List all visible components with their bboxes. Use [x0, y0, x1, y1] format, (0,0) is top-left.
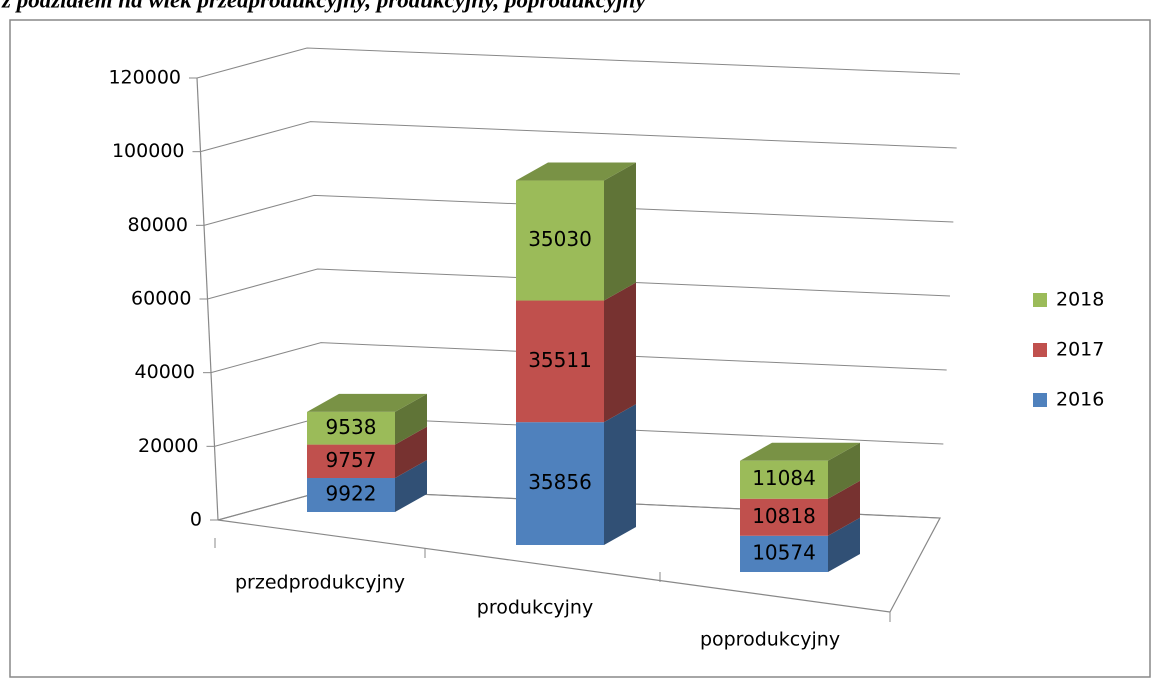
bar-segment [307, 426, 427, 479]
grid-line [200, 121, 957, 153]
data-label: 35030 [528, 227, 592, 251]
bar-side [604, 404, 636, 545]
legend-swatch [1033, 343, 1047, 357]
data-label: 10574 [752, 540, 816, 564]
grid-line [196, 47, 961, 79]
bar-front [740, 535, 828, 572]
bar-side [395, 426, 427, 479]
y-tick-label: 40000 [135, 361, 195, 383]
y-tick-label: 60000 [131, 288, 191, 310]
bar-segment [516, 404, 636, 545]
bar-segment [516, 162, 636, 301]
bar-front [307, 478, 395, 512]
grid-line [203, 194, 954, 226]
x-tick-label: produkcyjny [477, 597, 593, 619]
data-label: 9538 [326, 415, 377, 439]
bar-side [395, 460, 427, 512]
bar-segment [307, 393, 427, 445]
bar-segment [740, 442, 860, 499]
x-tick-label: poprodukcyjny [700, 629, 840, 651]
legend-label: 2016 [1056, 389, 1104, 411]
y-tick-label: 20000 [138, 435, 198, 457]
legend-label: 2017 [1056, 339, 1104, 361]
bar-front [516, 422, 604, 545]
y-tick-label: 80000 [128, 214, 188, 236]
data-label: 11084 [752, 466, 816, 490]
y-tick-label: 100000 [112, 140, 185, 162]
chart-title: z podziałem na wiek przedprodukcyjny, pr… [1, 0, 646, 12]
data-label: 10818 [752, 504, 816, 528]
legend-label: 2018 [1056, 289, 1104, 311]
bar-segment [740, 517, 860, 572]
bar-front [307, 411, 395, 445]
bar-front [740, 460, 828, 499]
bar-front [516, 300, 604, 423]
bar-top [740, 442, 860, 461]
data-label: 9757 [326, 448, 377, 472]
y-tick-label: 0 [190, 509, 202, 531]
legend-swatch [1033, 393, 1047, 407]
bar-front [516, 180, 604, 301]
grid-line [210, 342, 947, 374]
data-label: 35511 [528, 348, 592, 372]
data-label: 35856 [528, 470, 592, 494]
grid-line [207, 268, 951, 300]
bar-segment [740, 480, 860, 536]
y-tick-label: 120000 [108, 67, 181, 89]
bar-side [604, 282, 636, 423]
x-tick-label: przedprodukcyjny [235, 572, 405, 594]
bar-side [395, 393, 427, 445]
bar-front [740, 498, 828, 536]
data-label: 9922 [326, 482, 377, 506]
bar-top [516, 162, 636, 181]
bar-segment [516, 282, 636, 423]
bar-side [604, 162, 636, 301]
bar-front [307, 444, 395, 479]
bar-side [828, 517, 860, 572]
bar-side [828, 442, 860, 499]
legend-swatch [1033, 293, 1047, 307]
bar-segment [307, 460, 427, 512]
bar-side [828, 480, 860, 536]
bar-top [307, 393, 427, 412]
